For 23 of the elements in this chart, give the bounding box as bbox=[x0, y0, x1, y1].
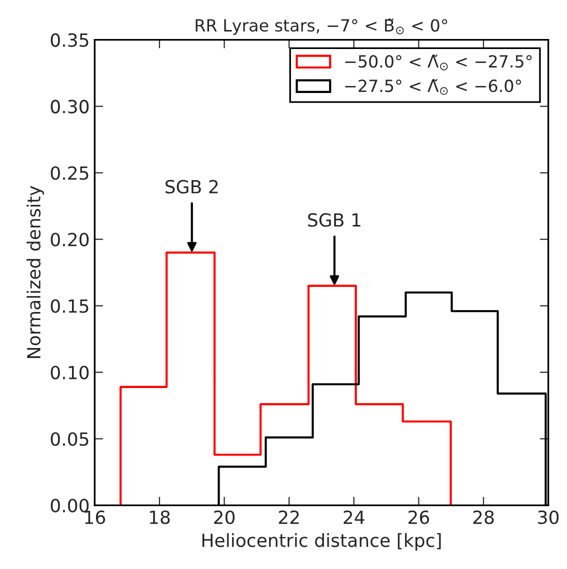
y-tick-label: 0.25 bbox=[50, 166, 88, 180]
annotation: SGB 2 bbox=[166, 180, 218, 194]
legend-label: −50.0° < Λ̃$_{⊙}$ < −27.5° bbox=[345, 54, 532, 70]
y-tick-label: 0.10 bbox=[50, 366, 89, 380]
legend-label: −27.5° < Λ̃$_{⊙}$ < −6.0° bbox=[345, 78, 521, 95]
x-tick-label: 26 bbox=[408, 510, 430, 524]
y-tick-label: 0.35 bbox=[50, 33, 88, 47]
y-axis-title: Normalized density bbox=[26, 186, 44, 358]
x-tick-label: 18 bbox=[150, 510, 170, 524]
y-tick-label: 0.00 bbox=[50, 498, 89, 512]
y-tick-label: 0.20 bbox=[50, 232, 89, 246]
y-tick-label: 0.15 bbox=[50, 299, 88, 313]
x-tick-label: 24 bbox=[344, 510, 364, 524]
annotation: SGB 1 bbox=[308, 213, 360, 227]
y-tick-label: 0.30 bbox=[50, 100, 89, 114]
x-tick-label: 28 bbox=[473, 510, 494, 524]
x-tick-label: 30 bbox=[538, 510, 559, 524]
x-tick-label: 22 bbox=[278, 510, 299, 524]
x-axis-title: Heliocentric distance [kpc] bbox=[202, 533, 441, 551]
y-tick-label: 0.05 bbox=[50, 432, 88, 446]
chart-title: RR Lyrae stars, −7° < B̃$_{⊙}$ < 0° bbox=[196, 18, 448, 35]
x-tick-label: 20 bbox=[214, 510, 235, 524]
x-tick-label: 16 bbox=[85, 510, 106, 524]
